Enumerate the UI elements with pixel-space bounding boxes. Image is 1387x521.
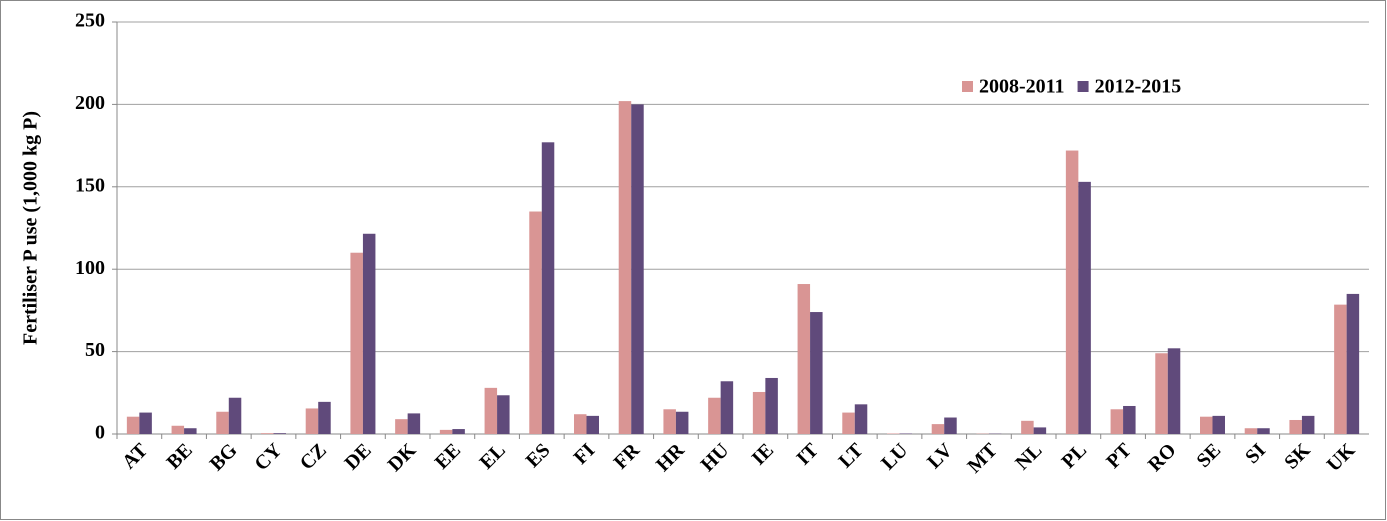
bar (1257, 428, 1270, 434)
bar (1155, 353, 1168, 434)
bar (752, 391, 766, 434)
bar (318, 401, 331, 434)
y-tick-label: 250 (75, 10, 105, 32)
bar (407, 413, 421, 434)
bar (1078, 181, 1091, 434)
y-tick-label: 150 (75, 174, 105, 196)
bar (1123, 405, 1136, 434)
bar (944, 417, 957, 434)
bar (931, 424, 945, 434)
bar (452, 429, 465, 434)
legend-label: 2012-2015 (1095, 76, 1182, 98)
y-tick-label: 200 (75, 92, 105, 114)
bar (854, 404, 868, 434)
bar (618, 101, 632, 434)
bar (184, 428, 197, 434)
bar (1334, 304, 1347, 434)
bar (720, 381, 734, 434)
bar (1289, 419, 1302, 434)
bar (797, 284, 811, 434)
bar (541, 142, 555, 434)
bar (305, 408, 319, 434)
bar (497, 395, 510, 434)
bar (574, 414, 587, 434)
bar (126, 416, 140, 434)
legend-swatch (962, 81, 973, 92)
bar (842, 412, 855, 434)
bar (228, 397, 242, 434)
y-tick-label: 0 (95, 422, 105, 444)
bar (675, 411, 689, 434)
legend-label: 2008-2011 (979, 76, 1065, 98)
y-axis-label: Fertiliser P use (1,000 kg P) (20, 111, 42, 345)
bar (663, 409, 676, 434)
bar (586, 415, 599, 434)
bar (1065, 150, 1079, 434)
bar (1200, 416, 1213, 434)
bar (261, 433, 274, 434)
bar (439, 429, 453, 434)
bar (631, 104, 644, 435)
bar (171, 425, 185, 434)
bar (1212, 415, 1225, 434)
bar (708, 397, 721, 434)
bar (1110, 409, 1124, 434)
bar (1346, 293, 1360, 434)
y-tick-label: 100 (75, 257, 105, 279)
y-tick-label: 50 (85, 339, 105, 361)
bar (273, 433, 286, 434)
bar (216, 411, 229, 434)
bar (395, 419, 408, 434)
bar (1033, 427, 1047, 434)
bar (1021, 420, 1034, 434)
bar (1244, 428, 1258, 434)
bar (1167, 348, 1181, 434)
legend-swatch (1077, 81, 1089, 92)
bar (1301, 415, 1315, 434)
bar (350, 252, 363, 434)
bar (362, 233, 376, 434)
bar (139, 412, 152, 434)
bar (484, 387, 498, 434)
bar (765, 377, 778, 434)
bar (810, 312, 823, 434)
bar (529, 211, 542, 434)
